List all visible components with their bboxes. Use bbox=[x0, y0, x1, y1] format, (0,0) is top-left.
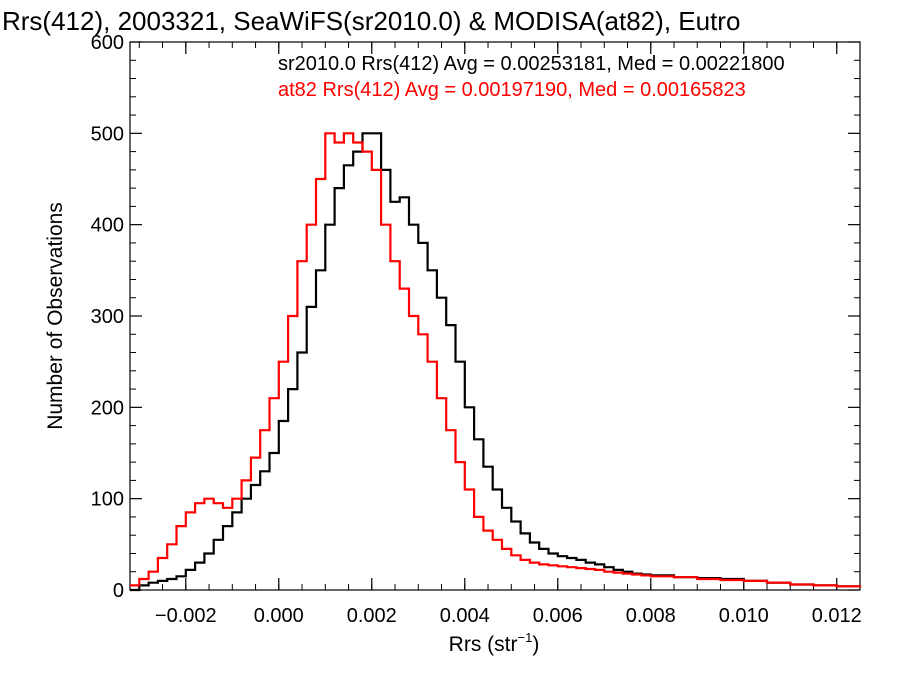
legend-sr2010: sr2010.0 Rrs(412) Avg = 0.00253181, Med … bbox=[278, 53, 785, 75]
x-axis-label: Rrs (str−1) bbox=[449, 630, 540, 656]
x-tick-label: 0.000 bbox=[254, 605, 304, 627]
y-axis-label: Number of Observations bbox=[44, 202, 67, 430]
y-tick-label: 100 bbox=[91, 489, 124, 511]
x-axis-label-close: ) bbox=[532, 633, 539, 656]
x-tick-label: 0.012 bbox=[812, 605, 862, 627]
x-tick-label: 0.010 bbox=[719, 605, 769, 627]
x-axis-label-sup: −1 bbox=[518, 630, 533, 645]
x-tick-label: 0.002 bbox=[347, 605, 397, 627]
series-layer bbox=[130, 132, 862, 592]
legend-at82: at82 Rrs(412) Avg = 0.00197190, Med = 0.… bbox=[278, 79, 746, 101]
y-tick-label: 600 bbox=[91, 32, 124, 54]
plot-frame bbox=[129, 41, 861, 591]
x-axis-label-main: Rrs (str bbox=[449, 633, 518, 656]
x-tick-label: 0.004 bbox=[440, 605, 490, 627]
x-tick-label: 0.006 bbox=[533, 605, 583, 627]
series-at82 bbox=[130, 132, 862, 588]
y-tick-label: 300 bbox=[91, 306, 124, 328]
y-tick-label: 200 bbox=[91, 397, 124, 419]
x-axis: −0.002 0.000 0.002 0.004 0.006 0.008 0.010 0.01… bbox=[138, 42, 862, 627]
y-tick-label: 400 bbox=[91, 215, 124, 237]
y-tick-label: 500 bbox=[91, 123, 124, 145]
x-tick-label: 0.008 bbox=[626, 605, 676, 627]
x-tick-label: −0.002 bbox=[155, 605, 217, 627]
y-axis: 0 100 200 300 400 500 600 bbox=[91, 32, 860, 602]
y-tick-label: 0 bbox=[113, 580, 124, 602]
chart-title: Rrs(412), 2003321, SeaWiFS(sr2010.0) & M… bbox=[2, 6, 740, 36]
series-sr2010.0 bbox=[130, 132, 862, 592]
